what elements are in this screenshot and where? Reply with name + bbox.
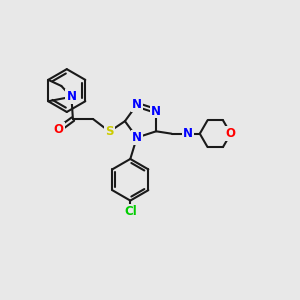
Text: N: N xyxy=(132,98,142,111)
Text: S: S xyxy=(105,125,114,138)
Text: N: N xyxy=(183,127,193,140)
Text: N: N xyxy=(66,90,76,103)
Text: N: N xyxy=(151,104,161,118)
Text: O: O xyxy=(54,123,64,136)
Text: O: O xyxy=(226,127,236,140)
Text: Cl: Cl xyxy=(124,206,137,218)
Text: N: N xyxy=(132,131,142,144)
